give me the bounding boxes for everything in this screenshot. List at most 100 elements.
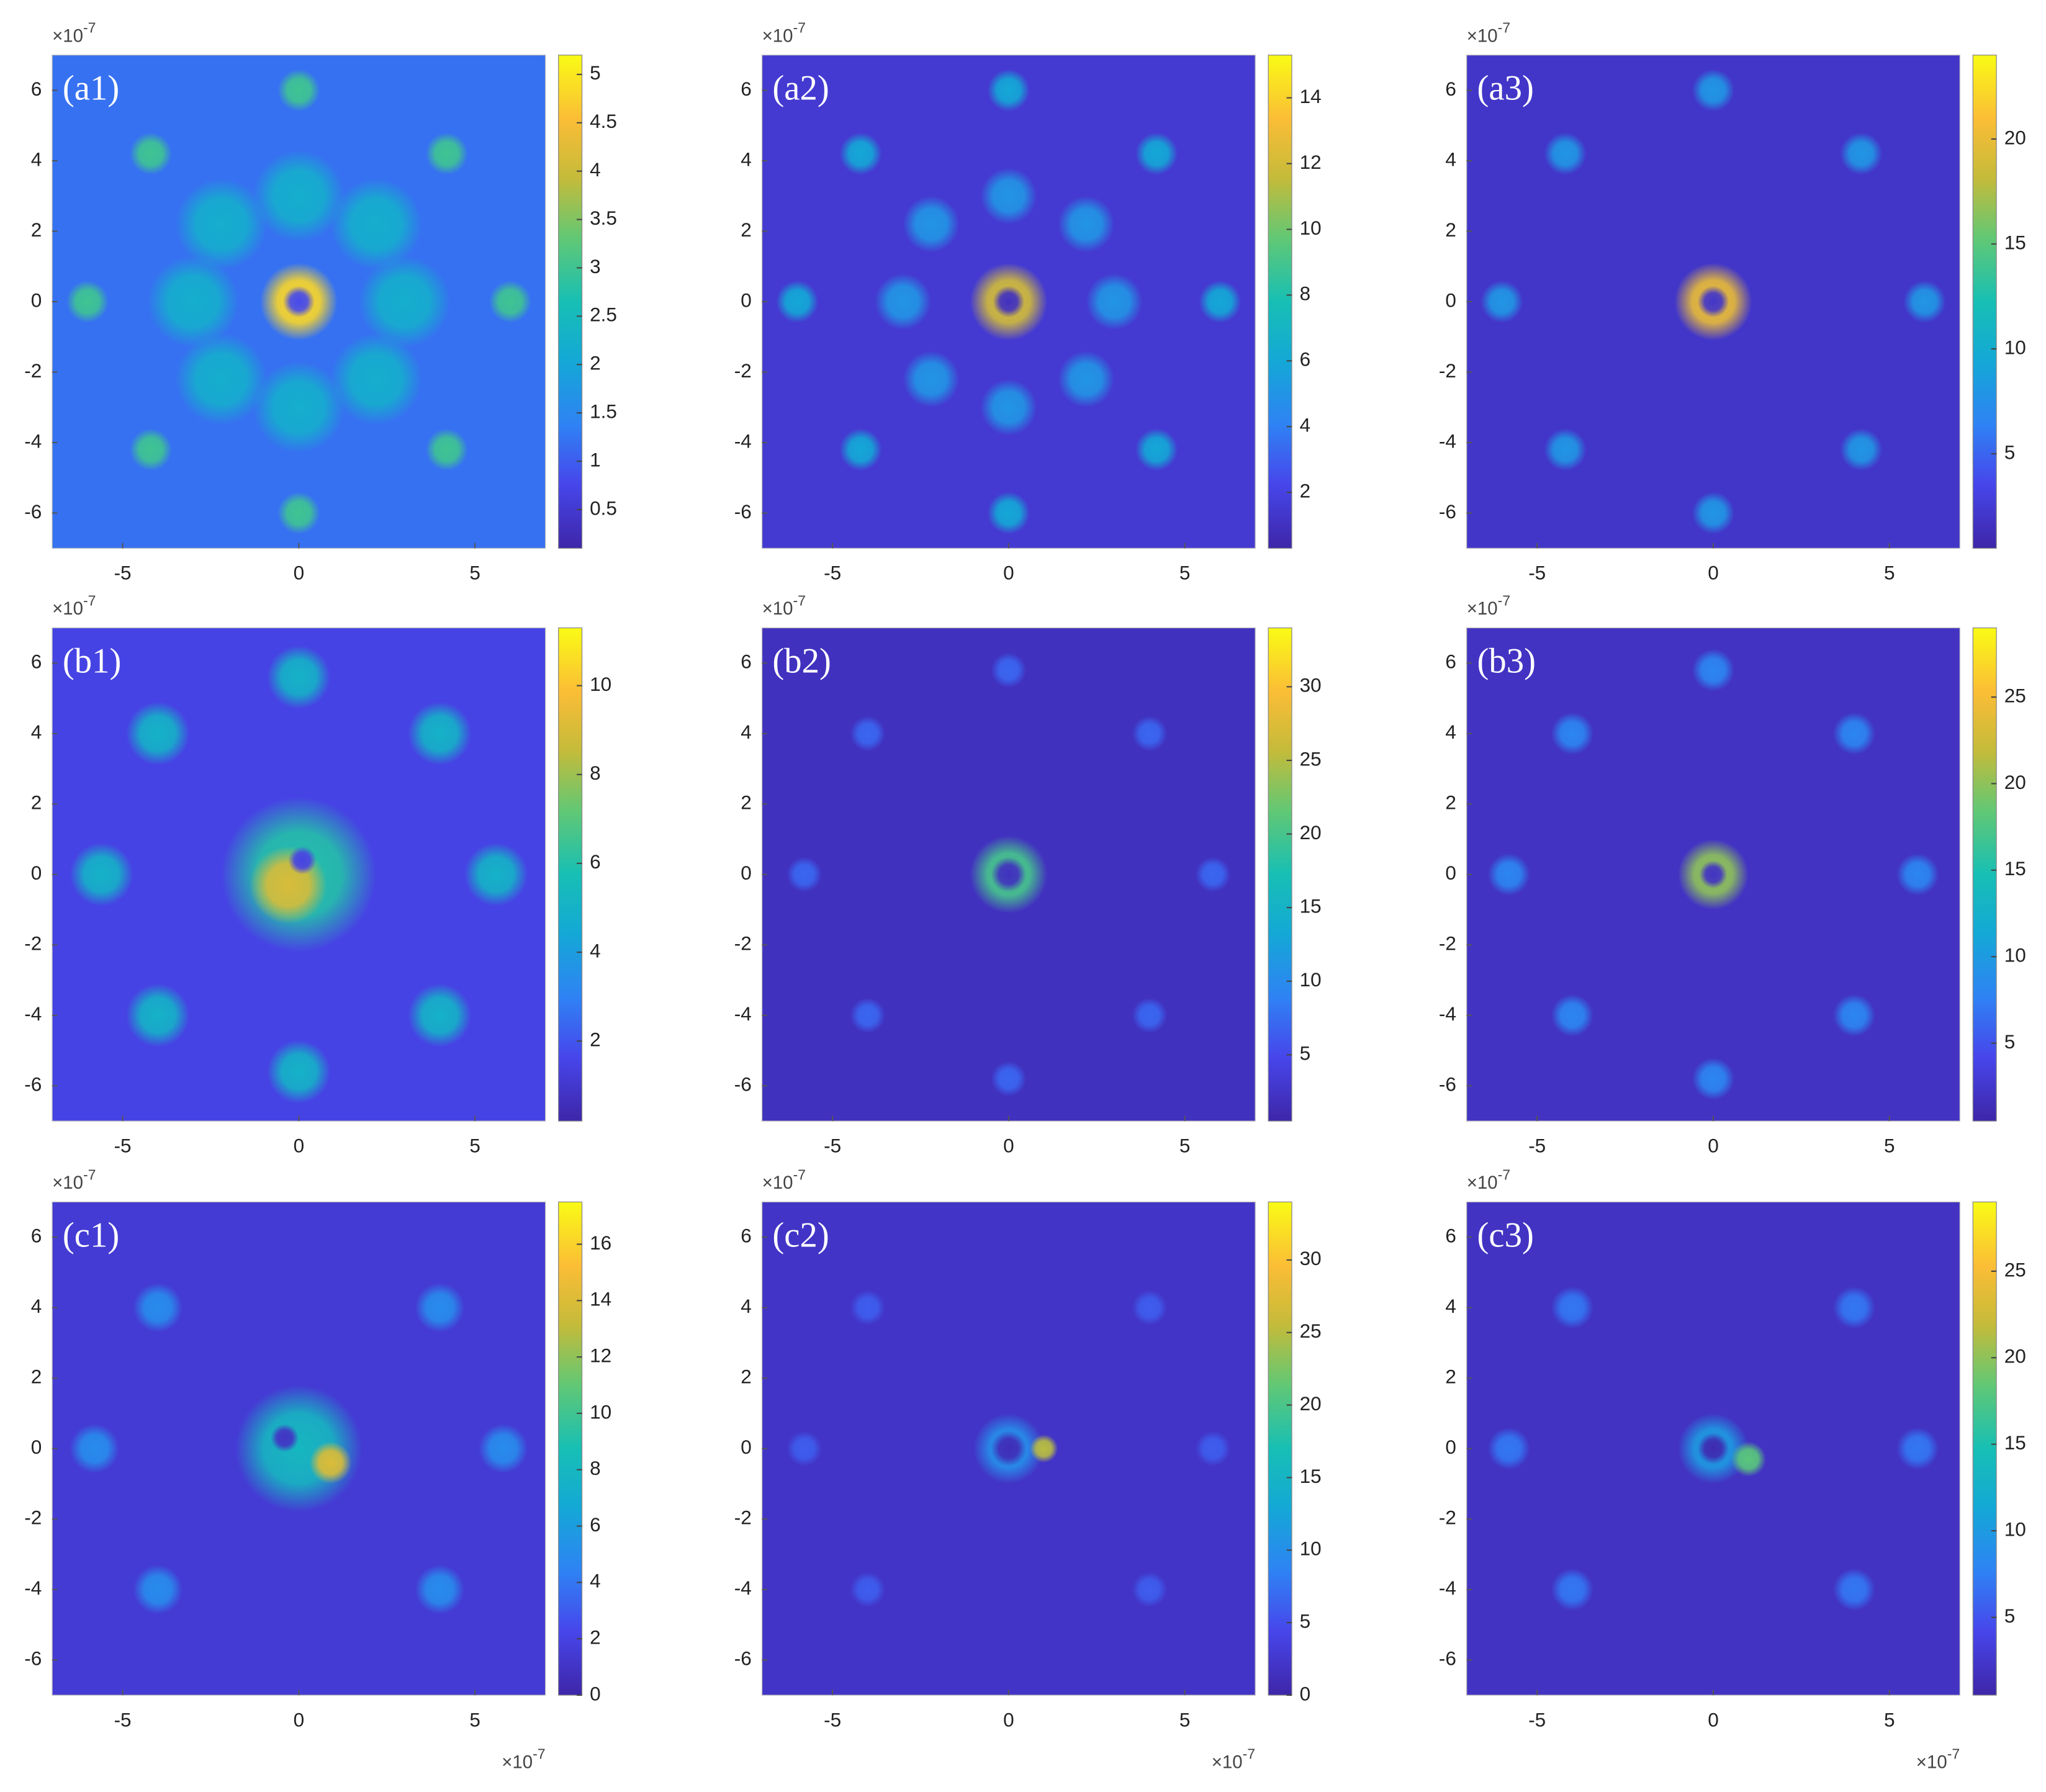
colorbar-tick-label: 15 xyxy=(2004,231,2026,253)
x-tick-label: 0 xyxy=(294,1708,305,1731)
x-tick-label: 5 xyxy=(469,1708,480,1731)
heatmap-field xyxy=(786,1290,1231,1608)
colorbar-tick-label: 2 xyxy=(590,1626,601,1649)
x-tick-label: 5 xyxy=(469,1134,480,1156)
multiplier-base: ×10 xyxy=(52,25,83,46)
heat-spot xyxy=(133,1282,183,1333)
y-tick-label: -2 xyxy=(1439,932,1456,955)
multiplier-exponent: -7 xyxy=(1243,1746,1256,1762)
heat-spot xyxy=(1058,196,1115,253)
colorbar-tick-label: 6 xyxy=(1300,348,1311,371)
axis-multiplier: ×10-7 xyxy=(1467,593,1510,619)
heat-spot xyxy=(415,1282,465,1333)
heat-spot xyxy=(253,361,345,454)
heatmap-field xyxy=(1487,1286,1939,1611)
y-tick-label: 4 xyxy=(741,148,752,170)
heat-spot xyxy=(1832,1286,1876,1329)
colorbar-tick-label: 2 xyxy=(590,1029,601,1051)
x-tick-label: 0 xyxy=(1708,1134,1719,1156)
heat-spot xyxy=(1697,286,1729,318)
heat-spot xyxy=(126,983,190,1047)
heat-spot xyxy=(1832,994,1876,1037)
heat-spot xyxy=(1551,1568,1594,1611)
colorbar-tick-label: 20 xyxy=(2004,126,2026,148)
heat-spot xyxy=(267,1040,331,1104)
colorbar xyxy=(1972,55,1997,549)
heat-spot xyxy=(126,701,190,765)
heat-spot xyxy=(1896,853,1939,896)
heatmap-field xyxy=(1480,69,1946,534)
heat-spot xyxy=(991,1061,1027,1097)
colorbar-tick-label: 0.5 xyxy=(590,497,617,519)
colorbar-tick-label: 4 xyxy=(590,158,601,181)
colorbar xyxy=(1972,627,1997,1122)
colorbar-tick-label: 10 xyxy=(1300,1538,1322,1560)
colorbar-tick-label: 16 xyxy=(590,1231,611,1254)
colorbar-tick-label: 1 xyxy=(590,448,601,471)
y-tick-label: -6 xyxy=(24,500,42,523)
y-tick-label: 2 xyxy=(741,1366,752,1388)
multiplier-exponent: -7 xyxy=(1498,593,1511,609)
y-tick-label: 2 xyxy=(31,218,42,241)
heat-spot xyxy=(309,1441,352,1484)
heat-spot xyxy=(1840,428,1883,471)
y-tick-label: 4 xyxy=(1445,1295,1456,1317)
y-tick-label: 0 xyxy=(31,1436,42,1458)
y-tick-label: -6 xyxy=(24,1647,42,1670)
x-tick-label: -5 xyxy=(1528,1134,1546,1156)
colorbar-tick-label: 5 xyxy=(2004,441,2016,463)
heatmap-field xyxy=(1487,649,1939,1101)
heat-spot xyxy=(253,150,345,242)
axis-multiplier: ×10-7 xyxy=(762,593,806,619)
colorbar-tick-label: 25 xyxy=(1300,1320,1322,1342)
multiplier-base: ×10 xyxy=(1467,25,1498,46)
colorbar-tick-label: 4.5 xyxy=(590,110,617,132)
y-tick-label: -2 xyxy=(734,932,752,955)
y-tick-label: -6 xyxy=(24,1073,42,1096)
colorbar-tick-label: 30 xyxy=(1300,1247,1322,1269)
heat-spot xyxy=(1692,1057,1735,1101)
y-tick-label: -4 xyxy=(24,1577,42,1599)
panel: -5 0 5 -6 -4 -2 0 2 4 6 (b2) ×10-7 5 10 15 20 25 30 xyxy=(734,593,1322,1157)
heat-spot xyxy=(1551,712,1594,755)
heat-spot xyxy=(1551,1286,1594,1329)
colorbar-tick-label: 12 xyxy=(590,1344,611,1366)
heat-spot xyxy=(1132,997,1168,1033)
multiplier-exponent: -7 xyxy=(793,20,806,36)
x-tick-label: 5 xyxy=(469,562,480,584)
heat-spot xyxy=(147,256,239,348)
heat-spot xyxy=(129,132,173,175)
y-tick-label: 0 xyxy=(31,862,42,884)
y-tick-label: 4 xyxy=(1445,148,1456,170)
colorbar-tick-label: 10 xyxy=(1300,968,1322,991)
heat-spot xyxy=(850,1290,886,1326)
axis-multiplier: ×10-7 xyxy=(502,1746,545,1772)
y-tick-label: 6 xyxy=(1445,78,1456,100)
multiplier-exponent: -7 xyxy=(83,20,96,36)
y-tick-label: -4 xyxy=(1439,430,1456,452)
axis-multiplier: ×10-7 xyxy=(52,593,96,619)
panel-label: (c2) xyxy=(772,1215,829,1254)
multiplier-exponent: -7 xyxy=(1947,1746,1960,1762)
multiplier-exponent: -7 xyxy=(83,1166,96,1182)
multiplier-exponent: -7 xyxy=(793,1166,806,1182)
heat-spot xyxy=(425,132,468,175)
heat-spot xyxy=(850,716,886,752)
heat-spot xyxy=(1544,428,1587,471)
colorbar xyxy=(558,55,583,549)
y-tick-label: 4 xyxy=(31,148,42,170)
y-tick-label: 4 xyxy=(1445,721,1456,743)
axis-multiplier: ×10-7 xyxy=(762,1166,806,1192)
y-tick-label: 0 xyxy=(741,862,752,884)
y-tick-label: -2 xyxy=(24,1506,42,1529)
heat-spot xyxy=(1195,857,1231,893)
heat-spot xyxy=(1692,492,1735,534)
colorbar-tick-label: 10 xyxy=(1300,217,1322,239)
y-tick-label: -6 xyxy=(1439,500,1456,523)
axis-multiplier: ×10-7 xyxy=(1467,20,1510,46)
heat-spot xyxy=(1699,860,1728,889)
multiplier-base: ×10 xyxy=(1467,598,1498,619)
multiplier-exponent: -7 xyxy=(533,1746,546,1762)
